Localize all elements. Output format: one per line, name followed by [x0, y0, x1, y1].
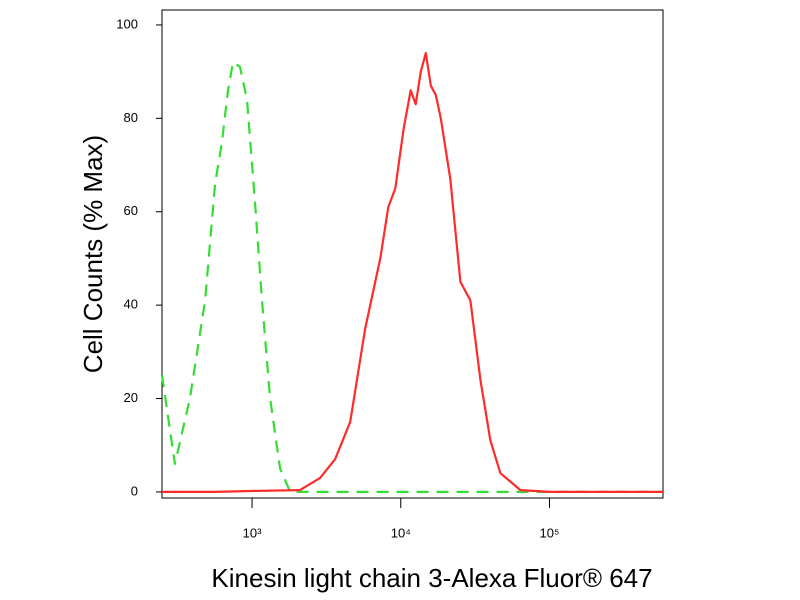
y-axis-title: Cell Counts (% Max): [78, 135, 108, 373]
series-line: [160, 61, 663, 493]
y-tick-label: 60: [124, 203, 138, 218]
plot-frame: [161, 9, 664, 499]
series-line: [162, 51, 663, 493]
x-tick-label: 10⁵: [540, 525, 560, 540]
x-tick-label: 10⁴: [391, 525, 411, 540]
y-tick-label: 80: [124, 110, 138, 125]
y-tick-label: 0: [131, 483, 138, 498]
y-tick-label: 20: [124, 390, 138, 405]
y-tick-label: 40: [124, 297, 138, 312]
x-axis-title: Kinesin light chain 3-Alexa Fluor® 647: [211, 563, 652, 593]
y-tick-label: 100: [116, 16, 138, 31]
x-tick-label: 10³: [243, 525, 262, 540]
